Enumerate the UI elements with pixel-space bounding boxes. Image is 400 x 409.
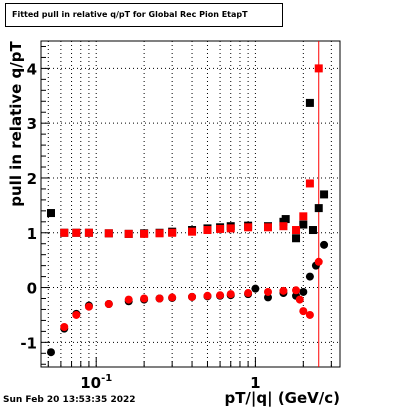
y-tick-label: 0 [27, 280, 37, 298]
data-point [84, 228, 93, 237]
data-point [140, 229, 149, 238]
data-point [320, 190, 329, 199]
data-point [320, 240, 329, 249]
axes: -1 0 1 2 3 4 10-1 1 [20, 45, 332, 392]
data-point [305, 272, 314, 281]
data-point [226, 224, 235, 233]
timestamp: Sun Feb 20 13:53:35 2022 [3, 395, 136, 405]
y-tick-label: 2 [27, 170, 37, 188]
data-point [72, 310, 81, 319]
data-point [244, 223, 253, 232]
data-point [292, 286, 301, 295]
data-point [46, 348, 55, 357]
data-point [84, 302, 93, 311]
data-point [60, 228, 69, 237]
data-point [188, 292, 197, 301]
data-point [263, 293, 272, 302]
data-point [292, 234, 301, 243]
data-point [314, 64, 323, 73]
data-point [216, 224, 225, 233]
x-axis-label: pT/|q| (GeV/c) [224, 389, 340, 407]
data-point [72, 228, 81, 237]
y-tick-label: 3 [27, 115, 37, 133]
data-point [305, 310, 314, 319]
data-point [279, 286, 288, 295]
y-tick-label: 4 [27, 60, 37, 78]
data-point [305, 98, 314, 107]
data-point [216, 291, 225, 300]
x-tick-label: 1 [250, 374, 260, 392]
data-point [279, 222, 288, 231]
chart-title: Fitted pull in relative q/pT for Global … [5, 3, 283, 27]
data-point [299, 220, 308, 229]
data-point [104, 299, 113, 308]
data-point [60, 323, 69, 332]
data-point [203, 291, 212, 300]
data-point [168, 293, 177, 302]
data-point [299, 287, 308, 296]
data-point [188, 227, 197, 236]
data-point [263, 287, 272, 296]
data-point [155, 229, 164, 238]
data-point [168, 228, 177, 237]
data-marks [46, 64, 329, 357]
data-point [244, 289, 253, 298]
data-point [140, 294, 149, 303]
data-point [292, 226, 301, 235]
y-tick-label: -1 [20, 334, 37, 352]
data-point [155, 294, 164, 303]
grid [41, 41, 340, 367]
data-point [281, 215, 290, 224]
data-point [299, 212, 308, 221]
x-tick-label: 10-1 [80, 373, 112, 392]
data-point [263, 223, 272, 232]
data-point [124, 295, 133, 304]
data-point [124, 229, 133, 238]
data-point [46, 209, 55, 218]
data-point [295, 295, 304, 304]
plot-frame [40, 40, 341, 368]
data-point [299, 307, 308, 316]
data-point [226, 290, 235, 299]
data-point [308, 226, 317, 235]
y-axis-label: pull in relative q/pT [7, 41, 25, 207]
data-point [314, 204, 323, 213]
data-point [203, 226, 212, 235]
y-tick-label: 1 [27, 225, 37, 243]
data-point [104, 229, 113, 238]
data-point [251, 284, 260, 293]
data-point [305, 179, 314, 188]
data-point [314, 257, 323, 266]
